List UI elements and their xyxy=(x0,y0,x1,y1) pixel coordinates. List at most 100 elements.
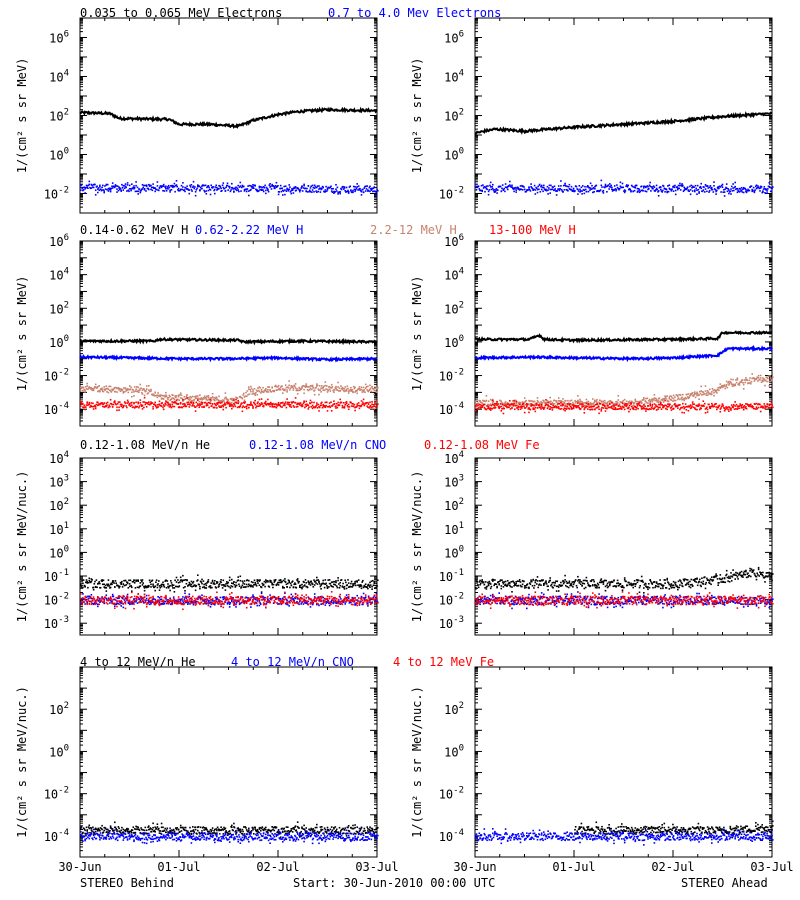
data-point xyxy=(111,388,114,391)
data-point xyxy=(563,189,566,191)
data-point xyxy=(101,580,103,582)
series-red xyxy=(80,396,379,413)
data-point xyxy=(634,187,637,189)
data-point xyxy=(106,583,108,586)
data-point xyxy=(212,398,215,401)
y-axis-label: 1/(cm² s sr MeV) xyxy=(15,58,29,174)
data-point xyxy=(626,403,628,405)
data-point xyxy=(254,581,256,584)
data-point xyxy=(356,392,358,395)
data-point xyxy=(645,397,647,400)
data-point xyxy=(362,389,364,392)
data-point xyxy=(715,391,717,393)
data-point xyxy=(305,405,307,408)
data-point xyxy=(570,188,573,191)
data-point xyxy=(238,583,240,586)
data-point xyxy=(86,402,88,404)
y-tick-label: 102 xyxy=(444,108,464,124)
data-point xyxy=(81,579,83,582)
data-point xyxy=(310,385,312,387)
data-point xyxy=(316,186,318,189)
data-point xyxy=(199,585,201,588)
data-point xyxy=(82,586,84,589)
data-point xyxy=(674,184,676,187)
data-point xyxy=(127,587,130,589)
data-point xyxy=(636,405,639,407)
data-point xyxy=(289,405,291,408)
data-point xyxy=(150,403,152,405)
data-point xyxy=(82,402,84,405)
data-point xyxy=(274,406,276,408)
data-point xyxy=(530,183,532,185)
data-point xyxy=(600,410,603,412)
data-point xyxy=(269,405,271,408)
data-point xyxy=(484,190,486,193)
data-point xyxy=(592,187,594,190)
data-point xyxy=(90,187,93,189)
data-point xyxy=(593,401,595,404)
data-point xyxy=(568,183,571,186)
data-point xyxy=(138,586,140,589)
data-point xyxy=(114,390,117,393)
data-point xyxy=(753,190,756,192)
data-point xyxy=(330,410,333,412)
data-point xyxy=(549,396,551,399)
data-point xyxy=(87,586,89,589)
data-point xyxy=(214,586,217,588)
data-point xyxy=(526,189,528,191)
data-trace xyxy=(474,344,773,363)
data-point xyxy=(98,581,100,583)
data-point xyxy=(655,187,658,190)
y-tick-label: 100 xyxy=(49,334,69,350)
data-point xyxy=(301,587,303,590)
data-point xyxy=(132,406,135,408)
data-point xyxy=(226,401,229,403)
data-point xyxy=(589,404,591,406)
data-point xyxy=(648,184,651,187)
data-point xyxy=(257,387,259,389)
data-point xyxy=(328,405,331,407)
data-point xyxy=(731,385,734,387)
data-point xyxy=(538,402,541,404)
data-point xyxy=(742,383,745,386)
data-point xyxy=(521,403,524,405)
data-point xyxy=(163,394,166,397)
y-tick-label: 10-1 xyxy=(44,568,69,584)
data-point xyxy=(524,407,527,409)
data-point xyxy=(139,383,142,386)
data-point xyxy=(345,190,348,193)
data-point xyxy=(492,398,494,401)
data-point xyxy=(515,189,517,191)
data-point xyxy=(699,390,701,393)
data-point xyxy=(207,401,210,404)
data-point xyxy=(363,404,366,407)
data-point xyxy=(290,385,293,387)
data-point xyxy=(260,403,262,406)
data-point xyxy=(375,391,378,393)
data-point xyxy=(150,186,153,189)
data-point xyxy=(103,191,105,194)
data-point xyxy=(150,583,152,586)
data-point xyxy=(579,402,581,404)
data-point xyxy=(273,187,276,190)
data-point xyxy=(749,377,751,379)
data-point xyxy=(512,188,515,190)
data-point xyxy=(480,184,483,187)
data-point xyxy=(594,188,596,190)
data-point xyxy=(305,400,307,403)
data-point xyxy=(615,189,617,192)
data-point xyxy=(562,401,564,403)
data-point xyxy=(164,402,166,405)
data-point xyxy=(189,184,191,187)
data-point xyxy=(333,391,335,393)
data-point xyxy=(312,186,315,189)
data-point xyxy=(227,189,229,191)
data-point xyxy=(226,184,229,187)
data-point xyxy=(198,406,200,409)
data-point xyxy=(205,584,208,587)
data-point xyxy=(99,586,101,589)
data-point xyxy=(523,186,525,188)
data-point xyxy=(360,585,363,587)
data-point xyxy=(532,408,534,411)
data-point xyxy=(504,405,507,407)
